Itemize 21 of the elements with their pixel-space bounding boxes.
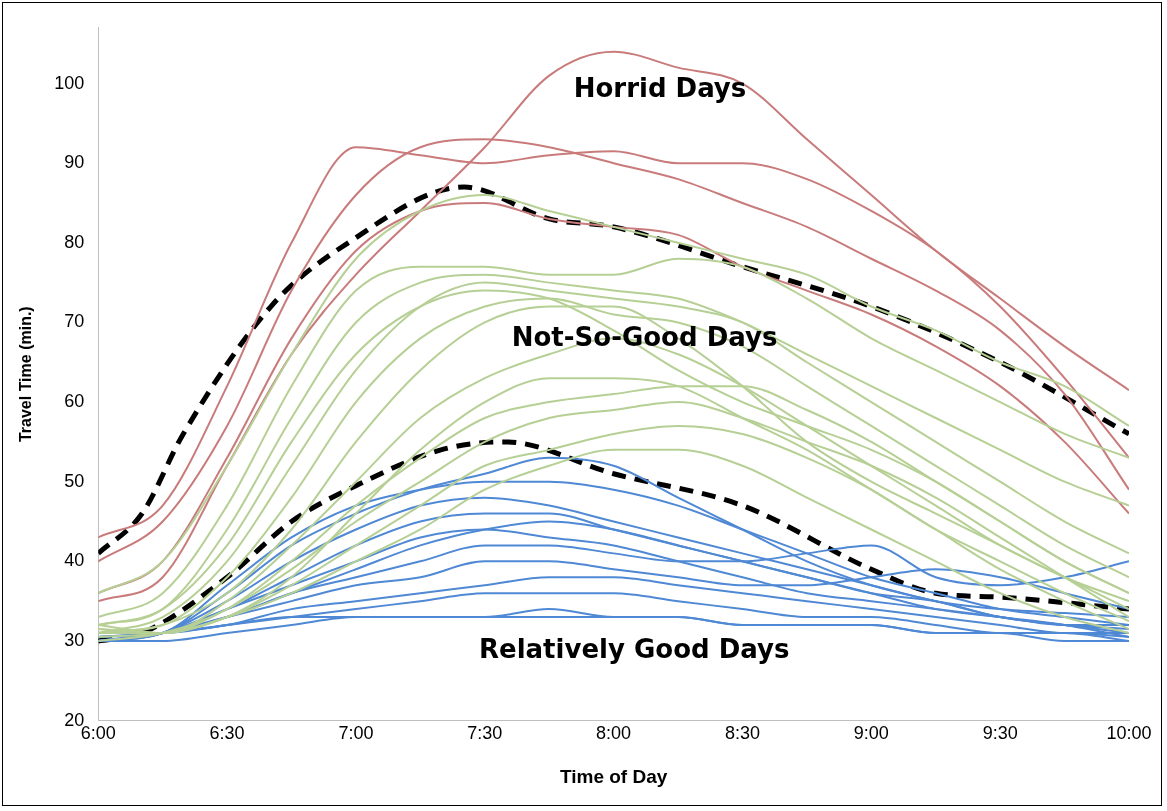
x-tick-label: 8:00 xyxy=(596,723,632,744)
y-tick-label: 40 xyxy=(64,550,85,571)
x-tick-label: 7:00 xyxy=(338,723,374,744)
y-tick-label: 60 xyxy=(64,391,85,412)
x-tick-label: 7:30 xyxy=(467,723,503,744)
y-axis-title: Travel Time (min.) xyxy=(17,306,35,443)
x-tick-label: 8:30 xyxy=(724,723,760,744)
annotation: Not-So-Good Days xyxy=(511,322,778,353)
y-tick-label: 50 xyxy=(64,470,85,491)
x-axis-title: Time of Day xyxy=(559,765,668,787)
x-tick-label: 9:30 xyxy=(982,723,1018,744)
annotation: Relatively Good Days xyxy=(479,634,790,665)
y-tick-label: 70 xyxy=(64,311,85,332)
annotation: Horrid Days xyxy=(573,72,747,103)
y-tick-label: 80 xyxy=(64,231,85,252)
y-tick-label: 100 xyxy=(54,72,85,93)
x-tick-label: 10:00 xyxy=(1106,723,1152,744)
y-tick-label: 90 xyxy=(64,152,85,173)
x-tick-label: 6:30 xyxy=(209,723,245,744)
x-tick-label: 9:00 xyxy=(853,723,889,744)
y-tick-label: 30 xyxy=(64,629,85,650)
